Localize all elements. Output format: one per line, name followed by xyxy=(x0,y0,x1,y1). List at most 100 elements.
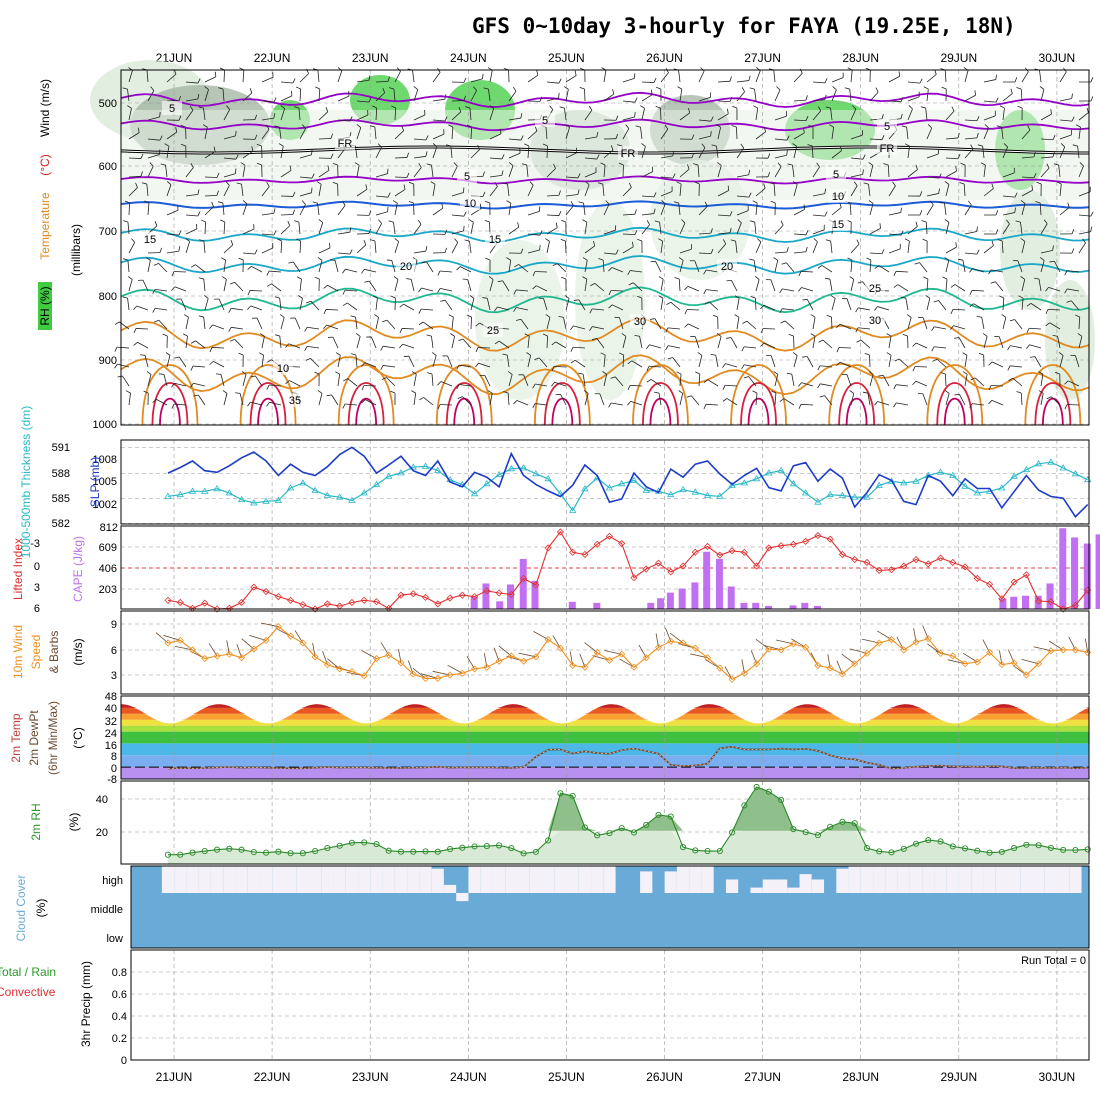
wind-barb xyxy=(318,393,323,406)
wind-barb xyxy=(1017,260,1023,273)
surface-isotherm-loop xyxy=(355,397,378,426)
wind-barb-flag xyxy=(1016,87,1022,90)
wind-barb-flag xyxy=(382,87,386,93)
wind-barb xyxy=(242,165,246,178)
wind-barb-flag xyxy=(914,262,920,265)
wind-barb-flag xyxy=(627,360,632,365)
wind-barb-flag xyxy=(401,125,405,131)
thickness-point xyxy=(299,479,307,486)
wind-barb-flag xyxy=(824,94,827,100)
wind-barb xyxy=(250,401,263,406)
wind-barb-flag xyxy=(274,334,280,337)
wind-barb-flag xyxy=(874,401,878,406)
wind-barb-flag xyxy=(482,73,484,79)
wind-barb-flag xyxy=(251,146,254,152)
wind-barb-flag xyxy=(612,89,615,95)
wind-barb xyxy=(1002,317,1007,330)
temp-color-band xyxy=(121,731,1089,744)
wind-barb xyxy=(614,376,624,387)
wind-speed-point xyxy=(360,672,368,680)
wind-barb-flag xyxy=(278,143,284,147)
wind-barb xyxy=(698,147,706,159)
wind-barb xyxy=(850,279,855,292)
wind-barb-flag xyxy=(627,270,631,276)
wind-barb xyxy=(574,359,586,368)
wind-barb-flag xyxy=(779,288,783,294)
wind-barb-flag xyxy=(798,271,802,277)
wind-barb xyxy=(584,184,590,197)
wind-barb-flag xyxy=(457,396,463,400)
wind-barb xyxy=(432,184,436,197)
lifted-index-point xyxy=(495,589,503,597)
wind-barb xyxy=(806,299,814,311)
surface-isotherm-loop xyxy=(141,364,199,426)
wind-barb xyxy=(489,393,493,406)
wind-barb xyxy=(792,165,795,178)
wind-barb-flag xyxy=(874,265,880,269)
rh-point xyxy=(692,847,699,854)
wind-barb xyxy=(451,336,455,349)
wind-barb-flag xyxy=(1071,229,1075,235)
wind-barb-flag xyxy=(441,203,444,209)
wind-barb xyxy=(1010,345,1023,349)
wind-barb-flag xyxy=(730,239,736,242)
wind-barb xyxy=(698,119,711,122)
wind-barb xyxy=(945,137,958,140)
wind-barb xyxy=(793,146,798,159)
wind-speed-point xyxy=(225,650,233,658)
surface-isotherm-loop xyxy=(347,382,385,426)
contour-label-bg xyxy=(877,141,897,155)
wind-speed-point xyxy=(753,660,761,668)
thickness-point xyxy=(519,464,528,471)
high-cloud-clear xyxy=(333,866,346,893)
wind-barb xyxy=(554,381,567,387)
rh-point xyxy=(962,845,969,852)
wind-barb-flag xyxy=(757,238,762,243)
wind-barb-flag xyxy=(779,308,783,314)
lifted-index-point xyxy=(949,558,957,567)
rh-point xyxy=(250,848,257,856)
ylabel-temp-unit: (°C) xyxy=(38,154,52,175)
wind-barb-flag xyxy=(906,314,912,318)
wind-barb xyxy=(934,326,947,330)
wind-barb xyxy=(128,175,142,178)
wind-barb xyxy=(831,207,842,216)
wind-barb-flag xyxy=(578,201,584,204)
wind-barb xyxy=(431,336,434,349)
wind-barb xyxy=(527,146,530,159)
wind-barb xyxy=(736,174,749,178)
wind-barb-flag xyxy=(654,220,660,223)
wind-barb-flag xyxy=(259,352,264,356)
wind-barb xyxy=(793,119,807,122)
wind-barb-flag xyxy=(656,86,661,90)
wind-barb xyxy=(375,92,385,102)
lifted-index-point xyxy=(164,596,172,604)
wind-barb-flag xyxy=(456,384,460,390)
thickness-tick: 582 xyxy=(52,518,70,530)
wind-speed-point xyxy=(421,674,430,683)
wind-barb xyxy=(347,378,358,387)
ylabel-temperature: Temperature xyxy=(38,192,52,260)
wind-barb-flag xyxy=(417,219,422,225)
wind-barb-flag xyxy=(216,172,220,178)
wind-barb xyxy=(821,265,833,273)
lifted-index-point xyxy=(875,566,883,575)
wind-barb xyxy=(983,79,996,83)
wind-speed-point xyxy=(716,664,724,672)
high-cloud-clear xyxy=(272,866,285,893)
wind-barb-flag xyxy=(951,106,955,112)
ylabel-cloud-unit: (%) xyxy=(34,899,48,918)
wind-barb-flag xyxy=(390,295,396,299)
wind-barb-flag xyxy=(874,306,878,311)
run-total-label: Run Total = 0 xyxy=(1021,955,1086,967)
wind-barb-flag xyxy=(1016,391,1022,394)
wind-barb-flag xyxy=(247,401,251,407)
wind-barb-flag xyxy=(190,340,196,344)
wind-barb-flag xyxy=(1064,288,1068,294)
wind-barb xyxy=(223,135,236,140)
wind-barb xyxy=(736,317,740,330)
wind-barb-flag xyxy=(1033,173,1037,178)
wind-barb-flag xyxy=(454,238,459,243)
wind-barb-flag xyxy=(558,190,561,196)
wind-barb-flag xyxy=(856,239,860,245)
